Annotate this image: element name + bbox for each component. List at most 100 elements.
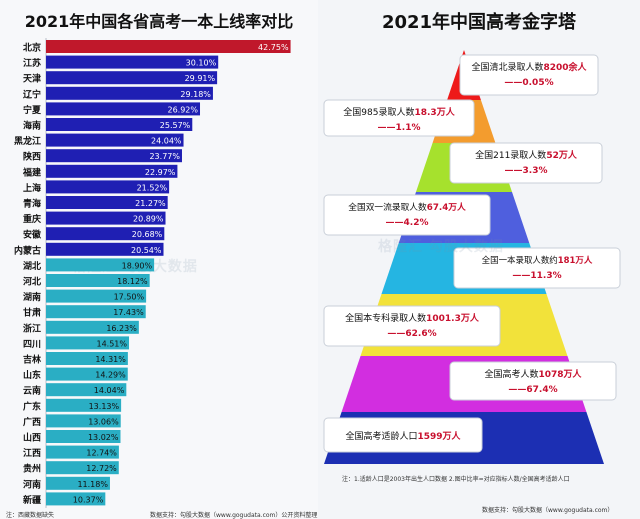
- callout-line: 全国双一流录取人数67.4万人: [348, 201, 466, 213]
- bar: [46, 164, 178, 178]
- data-label: 26.92%: [167, 105, 198, 114]
- data-label: 21.27%: [135, 199, 166, 208]
- callout-line: 全国一本录取人数约181万人: [482, 255, 593, 265]
- callout-value: 1001.3: [426, 314, 461, 324]
- data-label: 14.29%: [95, 371, 126, 380]
- data-label: 13.02%: [88, 433, 119, 442]
- callout-ratio: ——0.05%: [504, 78, 553, 88]
- callout-ratio: ——62.6%: [387, 329, 436, 339]
- right-panel: 2021年中国高考金字塔 全国清北录取人数8200余人 ——0.05% 全国985录…: [318, 0, 640, 519]
- bar: [46, 227, 165, 241]
- callout-value: 8200: [543, 63, 568, 73]
- bar: [46, 461, 119, 475]
- category-label: 河北: [23, 276, 41, 288]
- callout-value: 67.4: [427, 203, 449, 213]
- data-label: 17.43%: [113, 308, 144, 317]
- pyramid-callout: 全国双一流录取人数67.4万人 ——4.2%: [323, 194, 491, 236]
- data-label: 20.54%: [131, 246, 162, 255]
- callout-box: [449, 361, 617, 401]
- bar: [46, 133, 184, 147]
- left-chart-title: 2021年中国各省高考一本上线率对比: [24, 12, 294, 31]
- bar: [46, 289, 147, 303]
- callout-prefix: 全国清北录取人数: [471, 61, 543, 73]
- data-label: 11.18%: [77, 480, 108, 489]
- pyramid-chart: 全国清北录取人数8200余人——0.05%全国985录取人数18.3万人——1.…: [323, 50, 621, 464]
- callout-unit: 万人: [447, 201, 466, 213]
- bar: [46, 352, 128, 365]
- bar: [46, 196, 168, 209]
- category-label: 山东: [23, 369, 41, 381]
- callout-box: [323, 194, 491, 236]
- pyramid-callout: 全国高考适龄人口1599万人: [323, 417, 483, 453]
- bar: [46, 55, 219, 69]
- data-label: 29.91%: [185, 74, 216, 83]
- callout-box: [323, 417, 483, 453]
- data-label: 42.75%: [258, 43, 289, 52]
- callout-line: 全国985录取人数18.3万人: [343, 106, 455, 118]
- data-label: 14.51%: [96, 339, 127, 348]
- data-label: 18.12%: [117, 277, 148, 286]
- callout-line: 全国211录取人数52万人: [475, 149, 578, 161]
- data-label: 30.10%: [186, 59, 217, 68]
- data-label: 22.97%: [145, 168, 176, 177]
- category-label: 广西: [23, 416, 41, 428]
- data-label: 29.18%: [180, 90, 211, 99]
- callout-unit: 万人: [558, 149, 578, 161]
- category-label: 北京: [23, 42, 41, 54]
- category-label: 四川: [23, 339, 41, 350]
- category-label: 浙江: [23, 322, 41, 334]
- bar: [46, 242, 164, 256]
- category-label: 福建: [22, 166, 42, 178]
- category-label: 云南: [23, 385, 41, 397]
- callout-prefix: 全国211录取人数: [475, 149, 546, 161]
- pyramid-callout: 全国清北录取人数8200余人 ——0.05%: [459, 54, 599, 96]
- right-footnote: 注：1.适龄人口是2003年出生人口数据 2.图中比率=对应指标人数/全国高考适…: [342, 476, 570, 483]
- data-label: 12.74%: [86, 449, 117, 458]
- category-label: 湖南: [23, 291, 41, 303]
- category-label: 内蒙古: [14, 244, 41, 256]
- category-label: 重庆: [23, 213, 41, 225]
- bar: [46, 398, 122, 412]
- callout-box: [323, 305, 501, 347]
- data-label: 17.50%: [114, 293, 145, 302]
- category-label: 江西: [23, 447, 41, 459]
- bar: [46, 86, 213, 100]
- pyramid-callout: 全国高考人数1078万人 ——67.4%: [449, 361, 617, 401]
- category-label: 青海: [23, 198, 41, 210]
- callout-value: 1599: [417, 432, 442, 442]
- bar-chart: 北京 42.75% 江苏 30.10% 天津 29.91% 辽宁 29.18% 宁夏 26.92%…: [14, 38, 291, 508]
- data-label: 14.31%: [95, 355, 126, 364]
- data-label: 24.04%: [151, 137, 182, 146]
- callout-value: 18.3: [414, 108, 436, 118]
- callout-box: [323, 99, 475, 137]
- bar: [46, 274, 150, 287]
- callout-box: [449, 142, 603, 184]
- bar: [46, 430, 121, 443]
- bar: [46, 40, 291, 53]
- bar: [46, 71, 218, 85]
- bar: [46, 305, 146, 319]
- bar: [46, 118, 193, 131]
- callout-line: 全国清北录取人数8200余人: [471, 61, 587, 73]
- bar: [46, 445, 119, 459]
- bar: [46, 149, 182, 163]
- callout-ratio: ——3.3%: [505, 166, 548, 176]
- category-label: 天津: [23, 73, 41, 85]
- callout-value: 181: [558, 255, 576, 265]
- category-label: 湖北: [23, 260, 41, 272]
- callout-ratio: ——11.3%: [512, 271, 561, 281]
- pyramid-callout: 全国一本录取人数约181万人 ——11.3%: [453, 247, 621, 289]
- right-chart-title: 2021年中国高考金字塔: [381, 12, 577, 33]
- data-label: 18.90%: [122, 261, 153, 270]
- callout-prefix: 全国985录取人数: [343, 106, 414, 118]
- data-label: 21.52%: [137, 183, 168, 192]
- category-label: 甘肃: [23, 307, 41, 319]
- category-label: 辽宁: [23, 88, 41, 100]
- category-label: 海南: [23, 120, 41, 132]
- left-footnote: 注：西藏数据缺失: [6, 512, 55, 519]
- callout-line: 全国本专科录取人数1001.3万人: [345, 312, 480, 324]
- category-label: 宁夏: [23, 104, 42, 116]
- callout-unit: 万人: [436, 106, 456, 118]
- callout-prefix: 全国双一流录取人数: [348, 201, 427, 213]
